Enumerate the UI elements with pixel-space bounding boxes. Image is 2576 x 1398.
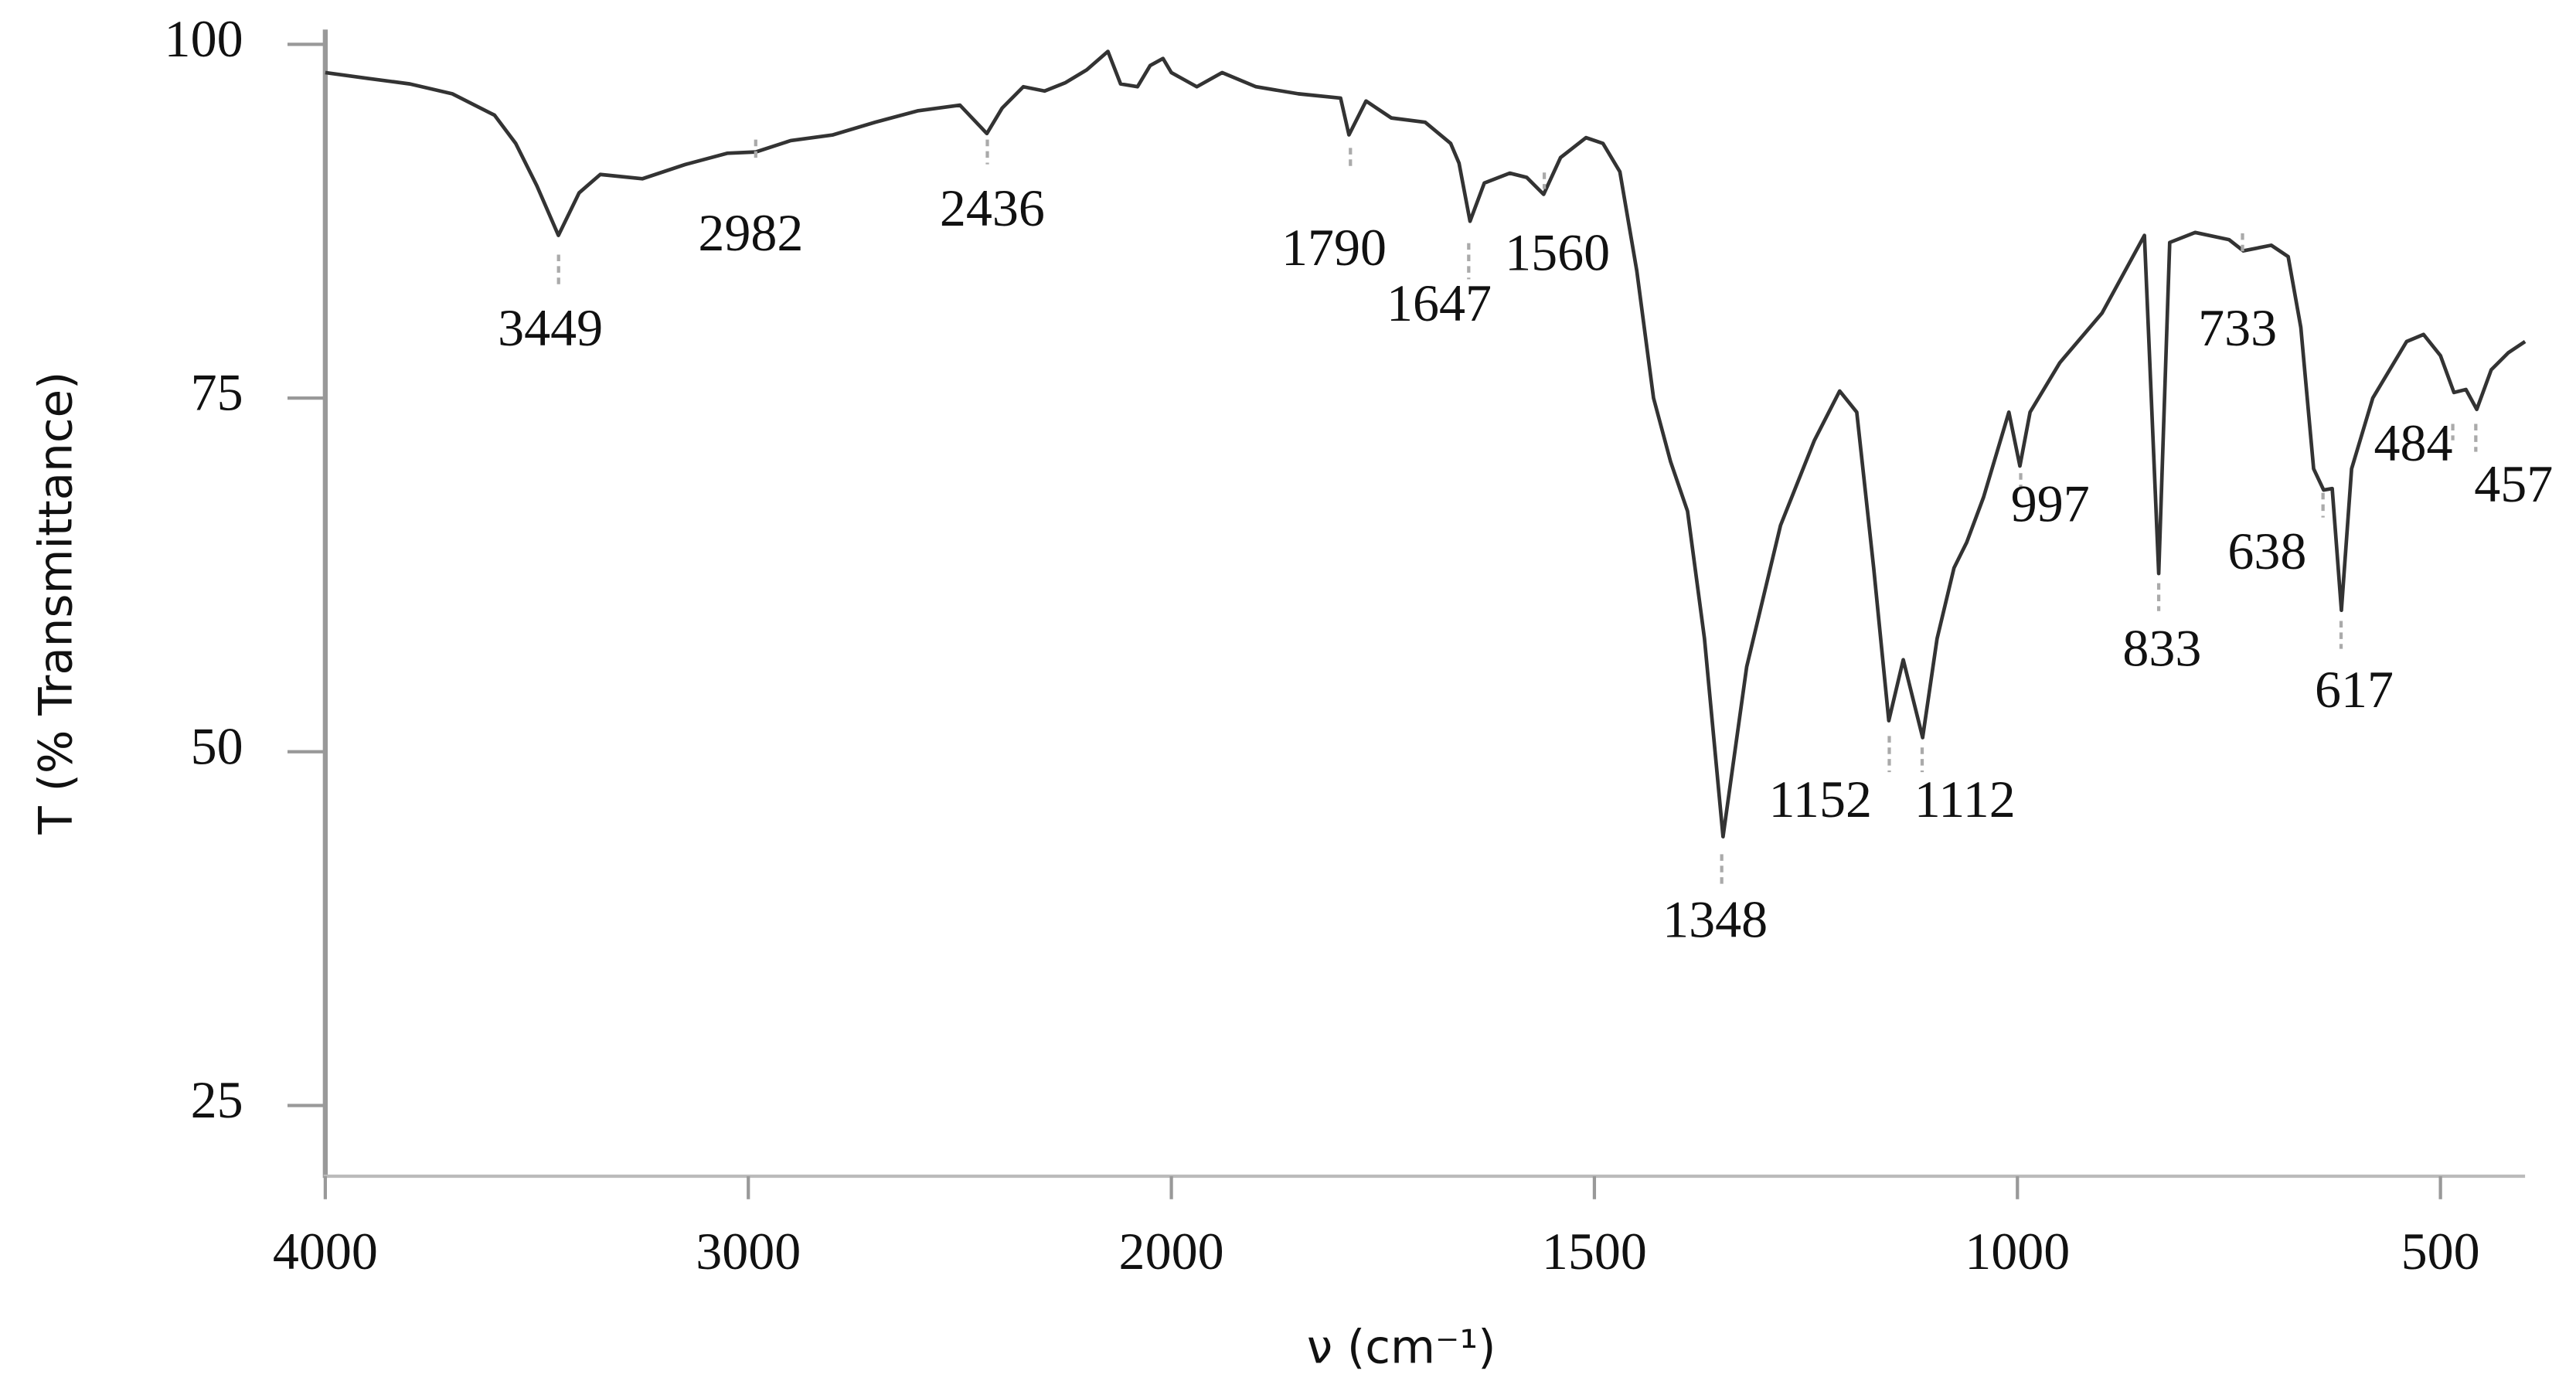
y-tick-label: 100 <box>165 9 243 68</box>
peak-label: 2982 <box>698 203 803 262</box>
peak-label: 3449 <box>498 298 603 357</box>
peak-label: 1790 <box>1281 218 1387 277</box>
x-tick-label: 500 <box>2401 1222 2480 1281</box>
peak-label: 997 <box>2011 475 2090 533</box>
peak-label: 638 <box>2227 522 2306 580</box>
y-tick-label: 25 <box>191 1070 243 1129</box>
peak-label: 1647 <box>1387 274 1492 332</box>
peak-label: 617 <box>2315 660 2394 719</box>
peak-label: 1348 <box>1662 889 1768 948</box>
peak-label: 1152 <box>1768 770 1872 828</box>
peak-label: 833 <box>2122 619 2201 678</box>
peak-label: 733 <box>2198 298 2277 357</box>
peak-label: 1560 <box>1505 223 1610 281</box>
x-tick-label: 2000 <box>1119 1222 1224 1281</box>
y-tick-label: 50 <box>191 716 243 775</box>
x-axis-label: ν (cm⁻¹) <box>1307 1321 1496 1374</box>
x-tick-label: 4000 <box>273 1222 378 1281</box>
y-tick-label: 75 <box>191 363 243 422</box>
x-tick-label: 3000 <box>696 1222 801 1281</box>
spectrum-line <box>325 49 2527 838</box>
peak-label: 484 <box>2374 413 2453 472</box>
peak-label: 1112 <box>1914 770 2016 828</box>
x-tick-label: 1000 <box>1965 1222 2070 1281</box>
y-axis-label: T (% Transmittance) <box>30 372 83 835</box>
peak-label: 457 <box>2474 454 2553 513</box>
x-tick-label: 1500 <box>1542 1222 1647 1281</box>
peak-label: 2436 <box>940 179 1045 237</box>
